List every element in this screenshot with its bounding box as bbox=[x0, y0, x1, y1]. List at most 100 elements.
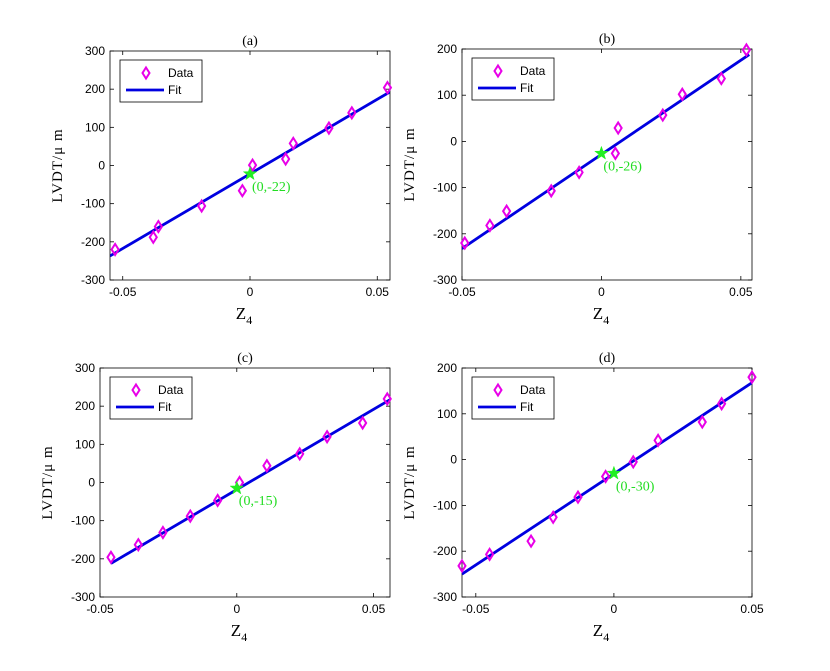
data-point bbox=[573, 489, 583, 505]
y-tick-label: 100 bbox=[437, 407, 457, 421]
y-tick-label: 0 bbox=[98, 159, 105, 173]
intercept-star bbox=[242, 166, 258, 181]
data-point bbox=[237, 183, 248, 199]
y-tick-label: 200 bbox=[75, 399, 95, 413]
legend-fit-label: Fit bbox=[520, 81, 534, 95]
data-point bbox=[460, 235, 470, 251]
x-tick-label: 0.05 bbox=[729, 285, 753, 299]
data-point bbox=[382, 391, 392, 407]
data-point bbox=[148, 229, 158, 245]
panel-c: -0.05 0 0.05 -300 -200 -100 0 100 200 300 (c) Z4 LVD… bbox=[40, 351, 392, 644]
legend-data-marker bbox=[493, 63, 503, 79]
data-point bbox=[280, 151, 291, 167]
x-tick-label: 0.05 bbox=[362, 602, 386, 616]
x-axis-label: Z4 bbox=[231, 621, 247, 644]
y-tick-label: 300 bbox=[75, 361, 95, 375]
intercept-star bbox=[594, 145, 609, 160]
legend-box bbox=[119, 59, 203, 103]
data-point bbox=[501, 203, 512, 219]
y-tick-label: 200 bbox=[437, 361, 457, 375]
data-point bbox=[546, 183, 556, 199]
x-tick-label: -0.05 bbox=[448, 285, 476, 299]
y-tick-label: -200 bbox=[433, 544, 457, 558]
legend-box bbox=[109, 376, 193, 420]
x-tick-label: 0 bbox=[611, 602, 618, 616]
legend-data-label: Data bbox=[520, 64, 546, 78]
x-axis-label: Z4 bbox=[593, 621, 609, 644]
data-point bbox=[196, 198, 207, 214]
y-tick-label: -300 bbox=[433, 273, 457, 287]
data-point bbox=[485, 218, 495, 233]
y-tick-label: -100 bbox=[81, 197, 105, 211]
data-point bbox=[158, 525, 168, 540]
intercept-star bbox=[606, 465, 622, 480]
data-point bbox=[600, 469, 611, 484]
y-tick-label: 100 bbox=[437, 88, 457, 102]
chart-title: (b) bbox=[599, 32, 616, 47]
chart-title: (c) bbox=[237, 351, 253, 366]
legend-data-marker bbox=[493, 382, 503, 398]
legend-data-marker bbox=[131, 382, 141, 398]
data-point bbox=[716, 396, 727, 412]
y-tick-label: -200 bbox=[71, 552, 95, 566]
chart-title: (d) bbox=[599, 351, 616, 366]
fit-line bbox=[110, 398, 390, 565]
data-point bbox=[324, 120, 334, 136]
y-tick-label: 200 bbox=[85, 82, 105, 96]
legend-box bbox=[471, 376, 555, 420]
data-point bbox=[697, 414, 707, 430]
data-point bbox=[613, 120, 623, 136]
y-tick-label: -300 bbox=[81, 273, 105, 287]
legend-fit-label: Fit bbox=[520, 400, 534, 414]
chart-title: (a) bbox=[242, 34, 258, 49]
data-point bbox=[262, 458, 272, 474]
data-point bbox=[741, 42, 752, 58]
y-tick-label: 100 bbox=[85, 120, 105, 134]
x-tick-label: -0.05 bbox=[86, 602, 114, 616]
data-point bbox=[677, 86, 687, 102]
data-point bbox=[484, 547, 495, 562]
y-axis-label: LVDT/μ m bbox=[50, 128, 66, 202]
x-tick-label: -0.05 bbox=[109, 285, 137, 299]
data-point bbox=[548, 509, 558, 525]
y-tick-label: -300 bbox=[433, 590, 457, 604]
data-point bbox=[247, 157, 258, 173]
y-tick-label: -100 bbox=[433, 181, 457, 195]
x-tick-label: 0.05 bbox=[740, 602, 764, 616]
data-point bbox=[610, 146, 621, 161]
y-tick-label: -100 bbox=[71, 514, 95, 528]
intercept-annotation: (0,-22) bbox=[252, 180, 291, 195]
y-axis-label: LVDT/μ m bbox=[40, 445, 56, 519]
intercept-annotation: (0,-26) bbox=[603, 159, 642, 174]
data-point bbox=[653, 433, 663, 448]
legend-fit-label: Fit bbox=[158, 400, 172, 414]
legend-data-marker bbox=[141, 65, 151, 81]
legend-data-label: Data bbox=[520, 383, 546, 397]
legend-fit-label: Fit bbox=[168, 83, 182, 97]
y-tick-label: 0 bbox=[450, 134, 457, 148]
y-tick-label: 200 bbox=[437, 42, 457, 56]
panel-b: -0.05 0 0.05 -300 -200 -100 0 100 200 (b) Z4 LVDT/μ… bbox=[402, 32, 753, 327]
data-point bbox=[133, 537, 143, 553]
y-tick-label: 0 bbox=[450, 453, 457, 467]
data-point bbox=[322, 429, 332, 445]
data-point bbox=[382, 80, 393, 96]
y-tick-label: 100 bbox=[75, 437, 95, 451]
y-tick-label: -200 bbox=[433, 227, 457, 241]
data-point bbox=[110, 242, 120, 257]
x-tick-label: -0.05 bbox=[462, 602, 490, 616]
data-point bbox=[716, 71, 727, 86]
legend-data-label: Data bbox=[168, 66, 194, 80]
data-point bbox=[295, 446, 305, 462]
data-point bbox=[526, 533, 536, 549]
y-tick-label: -100 bbox=[433, 498, 457, 512]
intercept-star bbox=[229, 480, 245, 495]
data-point bbox=[347, 105, 357, 121]
y-tick-label: -300 bbox=[71, 590, 95, 604]
data-point bbox=[658, 107, 668, 123]
data-point bbox=[288, 136, 298, 151]
x-tick-label: 0 bbox=[598, 285, 605, 299]
y-tick-label: -200 bbox=[81, 235, 105, 249]
